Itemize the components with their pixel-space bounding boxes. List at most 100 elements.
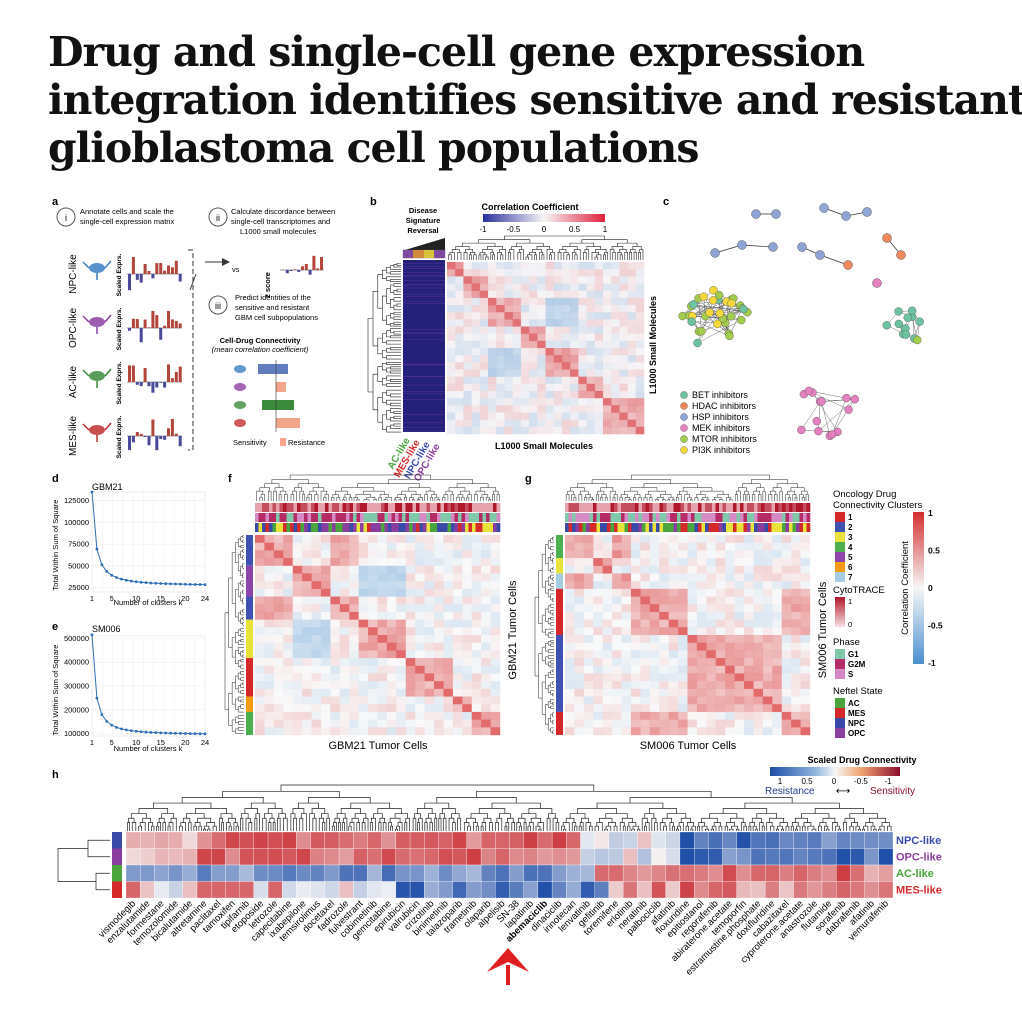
f-annotation-cell xyxy=(300,513,305,522)
g-heat-cell xyxy=(678,650,688,659)
h-heat-cell xyxy=(878,831,894,849)
f-heat-cell xyxy=(255,565,265,574)
b-heat-cell xyxy=(570,426,579,435)
d-elbow-point xyxy=(95,547,99,551)
network-edge xyxy=(818,401,821,432)
b-heat-cell xyxy=(520,333,530,342)
l1000-bar xyxy=(289,270,293,271)
f-heat-cell xyxy=(405,604,416,613)
h-top-dendrogram-branch xyxy=(690,828,694,831)
h-top-dendrogram-branch xyxy=(663,825,667,831)
g-heat-cell xyxy=(678,550,688,559)
network-node xyxy=(768,242,778,252)
h-top-dendrogram-branch xyxy=(244,808,258,814)
f-annotation-cell xyxy=(440,523,445,532)
expression-bar xyxy=(131,257,135,274)
b-heat-cell xyxy=(586,412,596,420)
f-annotation-cell xyxy=(489,503,494,512)
g-annotation-cell xyxy=(607,513,611,522)
f-top-dendrogram-branch xyxy=(259,487,270,492)
g-heat-cell xyxy=(602,535,613,543)
f-heat-cell xyxy=(377,719,388,728)
g-annotation-cell xyxy=(565,513,569,522)
g-heat-cell xyxy=(640,719,651,728)
f-heat-cell xyxy=(330,658,341,666)
b-top-dendrogram-branch xyxy=(619,249,627,253)
f-heat-cell xyxy=(368,535,378,543)
b-heat-cell xyxy=(455,290,464,299)
f-heat-cell xyxy=(255,650,265,659)
b-heat-cell xyxy=(488,319,497,327)
h-top-dendrogram-branch xyxy=(749,822,756,827)
h-top-dendrogram-branch xyxy=(844,817,855,823)
f-top-dendrogram-branch xyxy=(492,494,495,501)
h-heat-cell xyxy=(509,848,524,866)
g-left-dendrogram-branch xyxy=(547,589,551,598)
b-heat-cell xyxy=(602,419,612,428)
b-heat-cell xyxy=(447,319,456,327)
h-top-dendrogram-branch xyxy=(148,822,154,831)
b-top-dendrogram-branch xyxy=(470,251,476,255)
f-heat-cell xyxy=(462,542,472,551)
g-heat-cell xyxy=(744,627,754,636)
f-heat-cell xyxy=(273,719,284,728)
f-heat-cell xyxy=(349,658,359,666)
h-top-dendrogram-branch xyxy=(878,828,882,831)
b-heat-cell xyxy=(512,355,522,363)
g-heat-cell xyxy=(602,642,613,651)
f-heat-cell xyxy=(264,635,275,643)
expression-bar xyxy=(174,371,178,382)
f-annotation-cell xyxy=(339,523,343,532)
g-heat-cell xyxy=(565,588,575,597)
f-heat-cell xyxy=(405,727,416,736)
f-heat-cell xyxy=(434,581,444,590)
f-left-dendrogram-branch xyxy=(237,647,244,654)
g-heat-cell xyxy=(725,704,735,713)
g-heat-cell xyxy=(744,596,754,605)
g-top-dendrogram-branch xyxy=(790,487,805,492)
f-heat-cell xyxy=(462,642,472,651)
b-heat-cell xyxy=(537,348,546,356)
f-heat-cell xyxy=(302,650,312,659)
b-heat-cell xyxy=(553,376,563,385)
f-heat-cell xyxy=(424,635,435,643)
g-heat-cell xyxy=(706,696,716,705)
b-heat-cell xyxy=(594,319,604,327)
b-heat-cell xyxy=(553,412,563,420)
b-heat-cell xyxy=(463,405,472,413)
f-heat-cell xyxy=(339,581,350,590)
g-heat-cell xyxy=(602,573,613,582)
f-heat-cell xyxy=(264,719,275,728)
g-top-dendrogram-branch xyxy=(779,490,783,501)
f-heat-cell xyxy=(462,727,472,736)
g-left-dendrogram-branch xyxy=(545,544,549,565)
h-heat-cell xyxy=(125,864,141,882)
g-heat-cell xyxy=(678,627,688,636)
b-heat-cell xyxy=(578,419,587,428)
h-row-label: NPC-like xyxy=(896,835,941,847)
f-heat-cell xyxy=(490,688,501,697)
e-elbow-point xyxy=(149,730,153,734)
b-heat-cell xyxy=(512,326,522,334)
g-heat-cell xyxy=(593,642,603,651)
g-heat-cell xyxy=(583,573,594,582)
f-left-dendrogram-branch xyxy=(237,696,244,702)
g-heat-cell xyxy=(725,673,735,682)
f-heat-cell xyxy=(255,696,265,705)
f-heat-cell xyxy=(405,719,416,728)
f-heat-cell xyxy=(283,673,293,682)
f-annotation-cell xyxy=(325,503,329,512)
b-top-dendrogram-branch xyxy=(563,251,569,260)
g-heat-cell xyxy=(781,611,792,620)
g-heat-cell xyxy=(772,727,782,736)
f-annotation-cell xyxy=(454,523,459,532)
b-heat-cell xyxy=(627,348,637,356)
g-annotation-cell xyxy=(624,513,629,522)
f-heat-cell xyxy=(264,596,275,605)
b-heat-cell xyxy=(570,326,579,334)
g-heat-cell xyxy=(744,573,754,582)
f-heat-cell xyxy=(320,642,331,651)
f-heat-cell xyxy=(358,627,369,636)
e-ytick: 100000 xyxy=(64,729,89,738)
b-heat-cell xyxy=(488,405,497,413)
